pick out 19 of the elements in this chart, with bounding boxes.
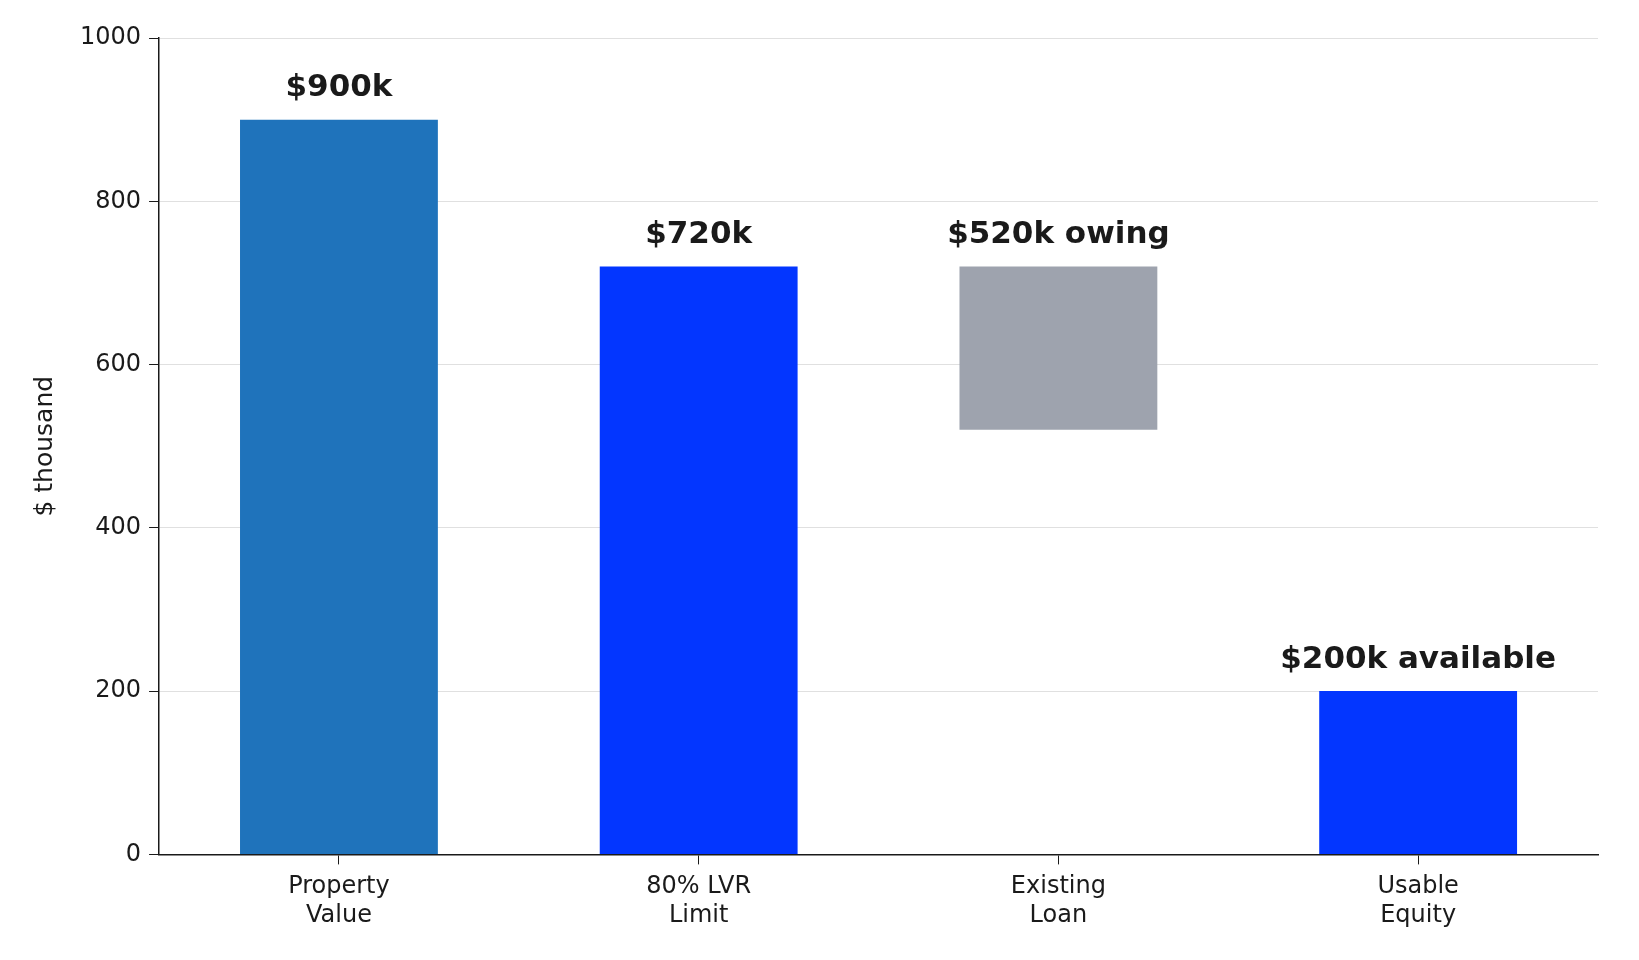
y-axis-title: $ thousand <box>28 375 58 517</box>
x-tick-label: Usable Equity <box>1377 871 1459 928</box>
bar <box>959 266 1158 430</box>
data-label: $200k available <box>1280 638 1557 675</box>
y-tick-label: 800 <box>95 185 142 214</box>
y-tick-label: 0 <box>125 838 142 867</box>
y-tick-label: 600 <box>95 348 142 377</box>
data-label: $900k <box>285 67 394 104</box>
annotation: $520k owing <box>947 214 1170 251</box>
y-tick-label: 200 <box>95 675 142 704</box>
x-tick-label: Existing Loan <box>1010 871 1106 928</box>
y-tick-label: 1000 <box>80 22 142 51</box>
bar <box>1319 691 1518 854</box>
bar <box>599 266 798 854</box>
y-tick-label: 400 <box>95 512 142 541</box>
x-tick-label: 80% LVR Limit <box>646 871 752 928</box>
bar <box>240 119 438 854</box>
x-tick-label: Property Value <box>288 871 390 928</box>
data-label: $720k <box>645 214 754 251</box>
